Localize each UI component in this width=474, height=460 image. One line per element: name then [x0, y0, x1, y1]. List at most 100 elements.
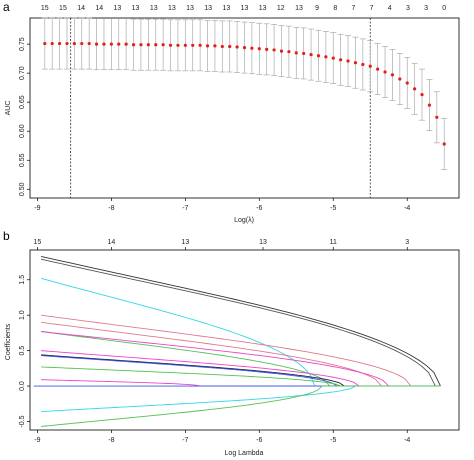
panel-b-coefficient-path: [41, 321, 441, 387]
panel-a-point: [331, 56, 335, 60]
panel-b-y-tick-label: 1.5: [19, 275, 26, 285]
panel-b-coefficient-path: [40, 255, 441, 387]
panel-a-top-tick-label: 4: [388, 5, 392, 12]
panel-b-top-tick-label: 13: [259, 239, 267, 246]
panel-a-point: [124, 42, 128, 46]
panel-a-y-tick-label: 0.75: [19, 37, 26, 51]
panel-a-point: [191, 43, 195, 47]
panel-a-point: [94, 42, 99, 46]
panel-a-top-tick-label: 8: [333, 5, 337, 12]
panel-a-x-axis-label: Log(λ): [234, 217, 254, 224]
panel-a-point: [287, 50, 291, 54]
panel-a-point: [250, 46, 254, 50]
panel-a-top-tick-label: 13: [204, 5, 212, 12]
panel-a-top-tick-label: 13: [114, 5, 122, 12]
panel-a-point: [154, 43, 158, 47]
panel-a-x-tick-label: -8: [108, 205, 114, 212]
panel-a-point: [346, 59, 350, 63]
panel-b-coefficient-path: [41, 314, 441, 387]
panel-b-x-tick-label: -9: [34, 437, 40, 444]
panel-a-point: [368, 64, 372, 68]
panel-b-coefficient-path: [40, 277, 441, 387]
panel-a-top-tick-label: 9: [315, 5, 319, 12]
panel-a-point: [302, 51, 306, 56]
panel-a-point: [324, 55, 328, 59]
panel-a-point: [43, 41, 47, 46]
panel-a-point: [131, 43, 136, 47]
panel-b-top-tick-label: 11: [330, 239, 337, 246]
panel-a-top-tick-label: 13: [295, 5, 303, 12]
panel-b-x-tick-label: -8: [108, 437, 114, 444]
panel-a-top-tick-label: 13: [150, 5, 158, 12]
panel-a-marks: [41, 17, 448, 198]
panel-b-x-tick-label: -5: [330, 437, 336, 444]
panel-b-coefficient-path: [41, 385, 441, 427]
panel-a-point: [265, 47, 269, 51]
panel-b-top-tick-label: 14: [107, 239, 115, 246]
panel-b-coefficient-path: [41, 366, 441, 387]
panel-a-point: [205, 44, 210, 48]
panel-b-y-axis-label: Coefficients: [5, 323, 12, 360]
panel-a-top-tick-label: 15: [59, 5, 67, 12]
panel-a-point: [405, 81, 409, 85]
panel-b-coefficient-path: [40, 258, 441, 387]
panel-a-point: [161, 43, 165, 47]
panel-a-point: [146, 43, 150, 47]
panel-a-point: [361, 62, 365, 67]
panel-b-x-tick-label: -6: [256, 437, 262, 444]
panel-a-letter: a: [3, 0, 10, 14]
panel-a-x-tick-label: -9: [34, 205, 40, 212]
panel-a-point: [383, 70, 387, 74]
panel-a-x-tick-label: -6: [256, 205, 262, 212]
panel-a-point: [398, 77, 402, 81]
panel-a-y-axis-label: AUC: [5, 101, 12, 116]
panel-b-chart: Log Lambda Coefficients -9 -8 -7 -6 -5 -4 -0.5…: [5, 239, 460, 457]
panel-b-letter: b: [3, 229, 10, 243]
panel-a-top-tick-label: 13: [241, 5, 249, 12]
panel-a-point: [213, 44, 217, 48]
panel-b-ticks: -9 -8 -7 -6 -5 -4 -0.5 0.0 0.5 1.0 1.5 15 14 13 13 11 3: [19, 239, 410, 444]
panel-a-top-tick-label: 13: [186, 5, 194, 12]
panel-a-x-tick-label: -4: [404, 205, 410, 212]
panel-b-top-tick-label: 13: [181, 239, 189, 246]
panel-a-x-tick-label: -7: [182, 205, 188, 212]
panel-a-point: [272, 48, 276, 52]
panel-a-point: [442, 142, 446, 146]
panel-a-point: [294, 51, 298, 55]
panel-a-point: [117, 42, 121, 46]
panel-a-point: [80, 41, 84, 46]
panel-a-point: [316, 54, 321, 58]
panel-a-point: [235, 45, 239, 49]
panel-a-top-tick-label: 14: [77, 5, 85, 12]
panel-a-point: [176, 43, 180, 47]
panel-a-chart: Log(λ) AUC -9 -8 -7 -6 -5 -4 0.50 0.55 0.60 0.65 0…: [5, 5, 460, 224]
panel-b-y-tick-label: -0.5: [19, 415, 26, 427]
panel-a-y-tick-label: 0.65: [19, 95, 26, 109]
panel-b-x-tick-label: -4: [404, 437, 410, 444]
panel-a-top-tick-label: 13: [259, 5, 267, 12]
panel-a-top-tick-label: 14: [95, 5, 103, 12]
panel-a-point: [242, 46, 247, 50]
panel-a-x-tick-label: -5: [330, 205, 336, 212]
panel-a-point: [279, 49, 284, 53]
panel-a-point: [109, 42, 113, 46]
panel-b-y-tick-label: 1.0: [19, 310, 26, 320]
panel-a-top-tick-label: 13: [132, 5, 140, 12]
panel-a-point: [183, 43, 187, 47]
panel-b-coefficient-path: [41, 355, 441, 387]
panel-a-point: [435, 115, 439, 119]
panel-a-point: [376, 67, 380, 71]
panel-a-y-tick-label: 0.50: [19, 182, 26, 196]
panel-a-point: [220, 44, 224, 49]
panel-a-point: [228, 44, 232, 49]
panel-a-top-tick-label: 3: [406, 5, 410, 12]
panel-b-y-tick-label: 0.0: [19, 381, 26, 391]
panel-a-ticks: -9 -8 -7 -6 -5 -4 0.50 0.55 0.60 0.65 0.70 0.75 15 15…: [19, 5, 446, 212]
panel-b-x-axis-label: Log Lambda: [225, 450, 264, 457]
panel-a-point: [339, 58, 343, 62]
panel-a-top-tick-label: 0: [442, 5, 446, 12]
panel-a-point: [257, 47, 261, 51]
panel-a-plot-frame: [29, 17, 460, 199]
panel-a-point: [102, 42, 106, 46]
